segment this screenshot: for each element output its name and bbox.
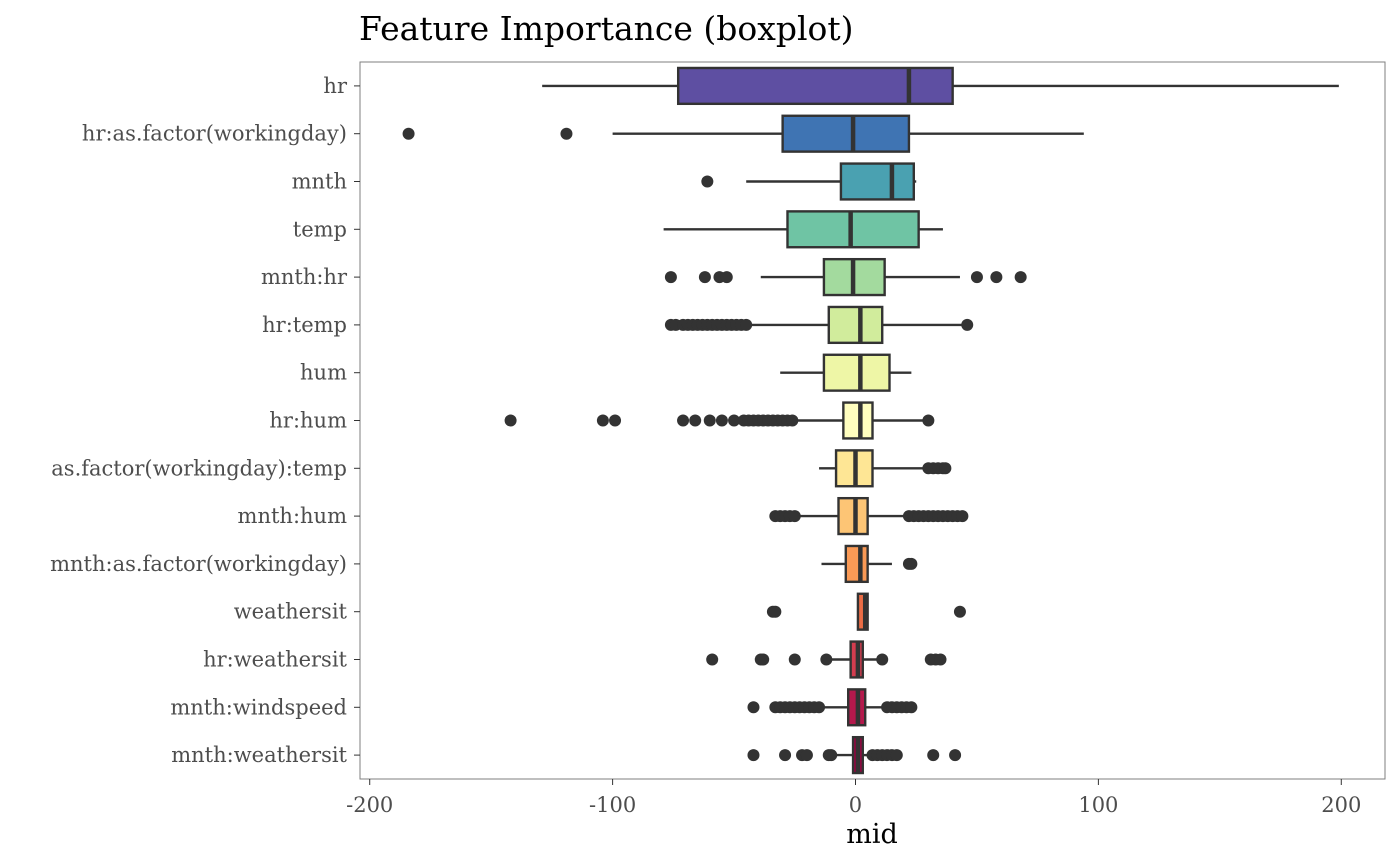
outlier-point bbox=[970, 271, 983, 284]
box-group bbox=[664, 257, 1027, 297]
boxes-layer bbox=[402, 66, 1339, 775]
x-axis-title: mid bbox=[846, 819, 898, 850]
outlier-point bbox=[949, 749, 962, 762]
outlier-point bbox=[677, 414, 690, 427]
category-label: temp bbox=[293, 217, 347, 241]
category-label: weathersit bbox=[234, 600, 348, 624]
category-label: mnth:weathersit bbox=[171, 743, 347, 767]
outlier-point bbox=[788, 653, 801, 666]
outlier-point bbox=[728, 414, 741, 427]
category-label: as.factor(workingday):temp bbox=[51, 456, 347, 480]
box bbox=[839, 162, 915, 201]
outlier-point bbox=[820, 653, 833, 666]
box-group bbox=[780, 353, 912, 392]
box-group bbox=[663, 210, 943, 249]
box bbox=[844, 544, 869, 584]
outlier-point bbox=[939, 462, 952, 475]
box bbox=[842, 401, 874, 440]
outlier-point bbox=[740, 318, 753, 331]
outlier-point bbox=[701, 175, 714, 188]
chart-title: Feature Importance (boxplot) bbox=[359, 9, 854, 48]
outlier-point bbox=[922, 414, 935, 427]
outlier-point bbox=[747, 749, 760, 762]
x-tick-label: 200 bbox=[1321, 793, 1361, 817]
box-group bbox=[769, 496, 969, 536]
category-label: mnth:hr bbox=[261, 265, 348, 289]
outlier-point bbox=[800, 749, 813, 762]
category-label: mnth bbox=[292, 170, 347, 194]
category-label: hr:temp bbox=[262, 313, 347, 337]
outlier-point bbox=[609, 414, 622, 427]
outlier-point bbox=[596, 414, 609, 427]
box-group bbox=[664, 305, 974, 345]
outlier-point bbox=[560, 127, 573, 140]
category-label: hr:hum bbox=[269, 409, 347, 433]
category-label: hr bbox=[323, 74, 348, 98]
outlier-point bbox=[786, 414, 799, 427]
outlier-point bbox=[905, 701, 918, 714]
box-group bbox=[747, 735, 962, 775]
outlier-point bbox=[689, 414, 702, 427]
outlier-point bbox=[905, 557, 918, 570]
box bbox=[781, 114, 911, 153]
box-group bbox=[402, 114, 1084, 153]
outlier-point bbox=[757, 653, 770, 666]
outlier-point bbox=[890, 749, 903, 762]
outlier-point bbox=[825, 749, 838, 762]
category-label: hum bbox=[300, 361, 347, 385]
outlier-point bbox=[706, 653, 719, 666]
outlier-point bbox=[698, 271, 711, 284]
box-group bbox=[701, 162, 917, 201]
outlier-point bbox=[876, 653, 889, 666]
outlier-point bbox=[956, 510, 969, 523]
outlier-point bbox=[927, 749, 940, 762]
box-group bbox=[766, 592, 966, 631]
outlier-point bbox=[788, 510, 801, 523]
y-axis: hr hr:as.factor(workingday) mnth temp mnth:h… bbox=[50, 74, 360, 767]
x-tick-label: 0 bbox=[849, 793, 862, 817]
outlier-point bbox=[953, 605, 966, 618]
box bbox=[827, 305, 884, 345]
box bbox=[856, 592, 869, 631]
box-group bbox=[504, 401, 935, 440]
box bbox=[837, 496, 869, 536]
outlier-point bbox=[990, 271, 1003, 284]
box bbox=[822, 353, 891, 392]
outlier-point bbox=[961, 318, 974, 331]
box bbox=[676, 66, 954, 106]
outlier-point bbox=[813, 701, 826, 714]
outlier-point bbox=[720, 271, 733, 284]
category-label: mnth:hum bbox=[238, 504, 348, 528]
box-group bbox=[706, 640, 947, 679]
outlier-point bbox=[664, 271, 677, 284]
outlier-point bbox=[769, 605, 782, 618]
x-tick-label: 100 bbox=[1078, 793, 1118, 817]
outlier-point bbox=[703, 414, 716, 427]
category-label: hr:as.factor(workingday) bbox=[82, 122, 347, 146]
box-group bbox=[747, 688, 918, 727]
box-group bbox=[821, 544, 918, 584]
category-label: mnth:windspeed bbox=[170, 695, 347, 719]
x-axis: -200 -100 0 100 200 bbox=[346, 779, 1361, 817]
outlier-point bbox=[402, 127, 415, 140]
box-group bbox=[819, 449, 952, 488]
category-label: hr:weathersit bbox=[203, 648, 347, 672]
box-group bbox=[542, 66, 1339, 106]
outlier-point bbox=[504, 414, 517, 427]
box bbox=[786, 210, 920, 249]
outlier-point bbox=[779, 749, 792, 762]
outlier-point bbox=[747, 701, 760, 714]
outlier-point bbox=[715, 414, 728, 427]
outlier-point bbox=[934, 653, 947, 666]
x-tick-label: -100 bbox=[589, 793, 636, 817]
x-tick-label: -200 bbox=[346, 793, 393, 817]
outlier-point bbox=[1014, 271, 1027, 284]
category-label: mnth:as.factor(workingday) bbox=[50, 552, 347, 576]
